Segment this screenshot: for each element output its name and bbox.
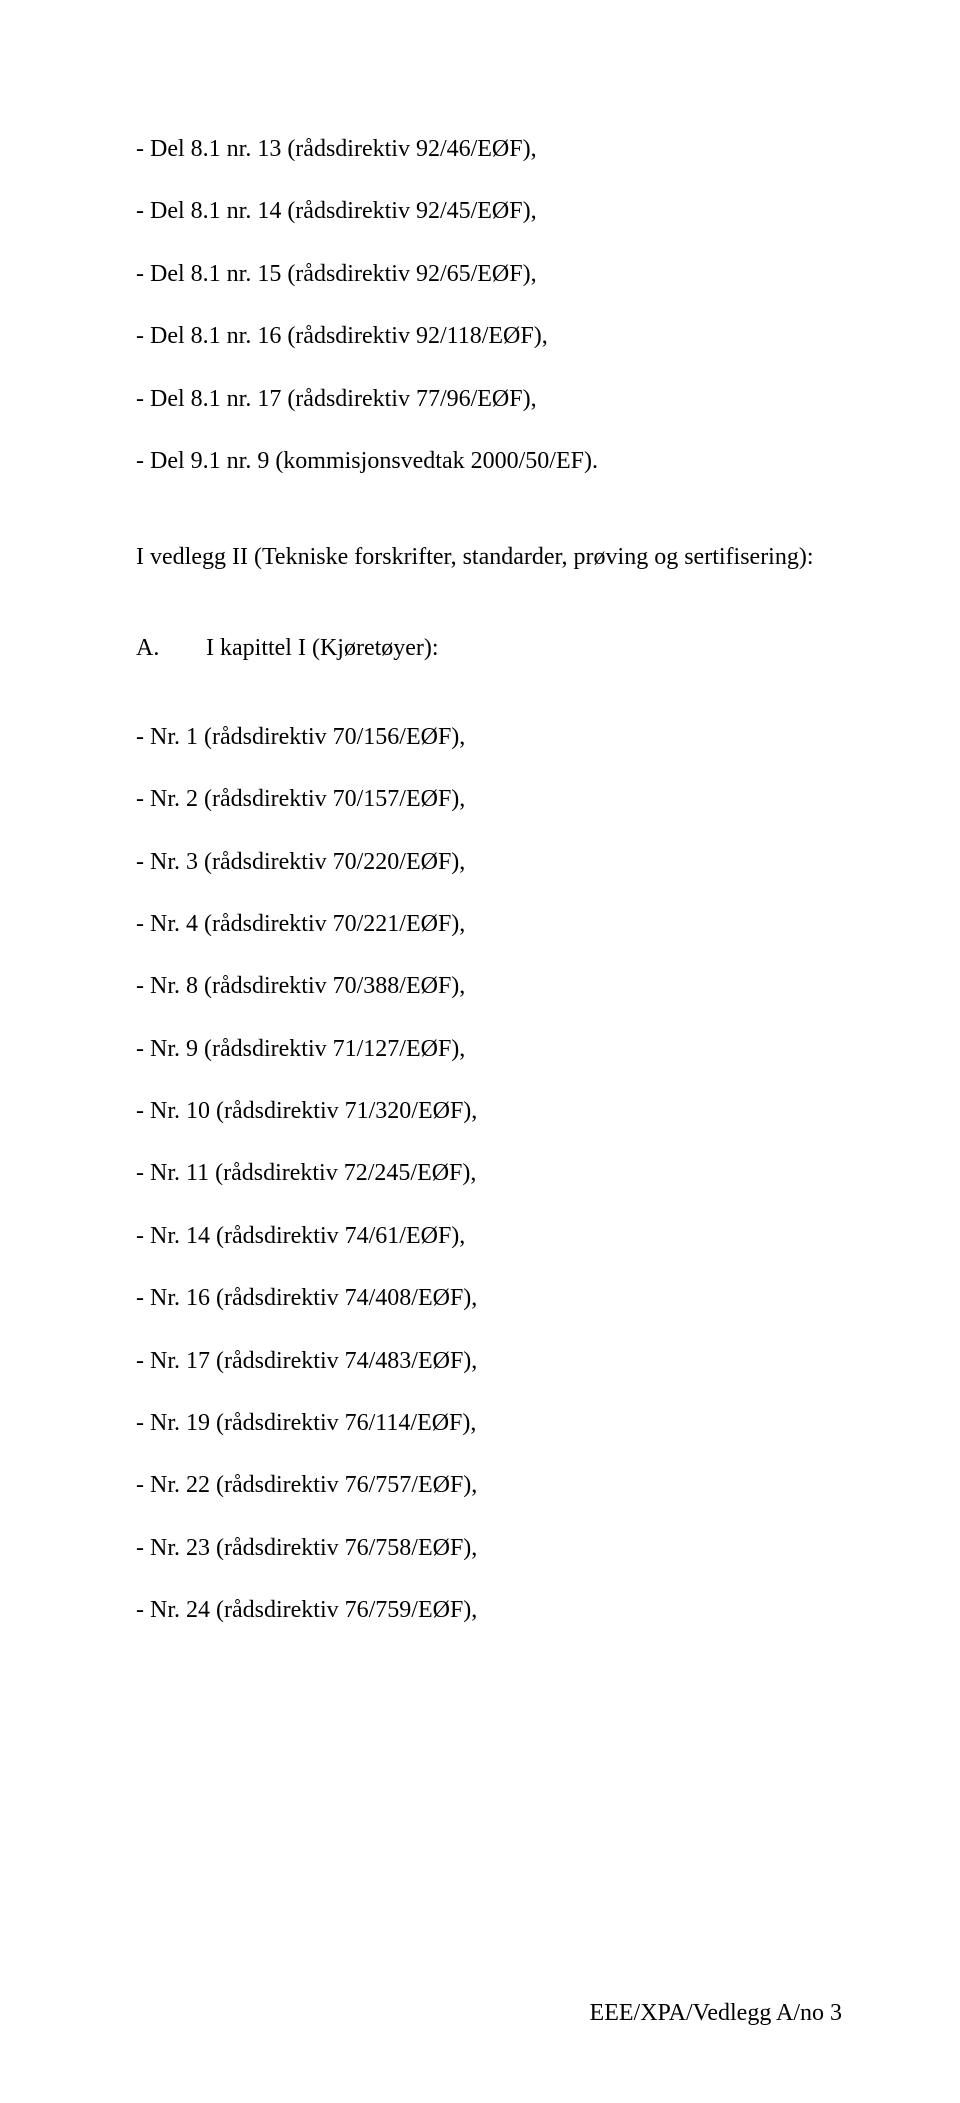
list-item: - Del 8.1 nr. 17 (rådsdirektiv 77/96/EØF… [136, 380, 842, 418]
page-footer: EEE/XPA/Vedlegg A/no 3 [590, 2000, 842, 2027]
list-item: - Nr. 14 (rådsdirektiv 74/61/EØF), [136, 1217, 842, 1255]
list-item: - Nr. 2 (rådsdirektiv 70/157/EØF), [136, 780, 842, 818]
list-item: - Nr. 4 (rådsdirektiv 70/221/EØF), [136, 905, 842, 943]
section-heading: A. I kapittel I (Kjøretøyer): [136, 635, 842, 662]
list-item: - Nr. 1 (rådsdirektiv 70/156/EØF), [136, 718, 842, 756]
intro-text: I vedlegg II (Tekniske forskrifter, stan… [136, 538, 842, 576]
list-item: - Nr. 9 (rådsdirektiv 71/127/EØF), [136, 1030, 842, 1068]
list-item: - Nr. 22 (rådsdirektiv 76/757/EØF), [136, 1466, 842, 1504]
list-item: - Nr. 19 (rådsdirektiv 76/114/EØF), [136, 1404, 842, 1442]
list-item: - Del 8.1 nr. 16 (rådsdirektiv 92/118/EØ… [136, 317, 842, 355]
list-item: - Nr. 17 (rådsdirektiv 74/483/EØF), [136, 1342, 842, 1380]
list-item: - Del 8.1 nr. 15 (rådsdirektiv 92/65/EØF… [136, 255, 842, 293]
section-title: I kapittel I (Kjøretøyer): [206, 635, 439, 662]
list-block-2: - Nr. 1 (rådsdirektiv 70/156/EØF), - Nr.… [136, 718, 842, 1630]
section-letter: A. [136, 635, 206, 662]
list-item: - Del 8.1 nr. 14 (rådsdirektiv 92/45/EØF… [136, 192, 842, 230]
list-item: - Del 8.1 nr. 13 (rådsdirektiv 92/46/EØF… [136, 130, 842, 168]
list-block-1: - Del 8.1 nr. 13 (rådsdirektiv 92/46/EØF… [136, 130, 842, 480]
list-item: - Nr. 3 (rådsdirektiv 70/220/EØF), [136, 843, 842, 881]
list-item: - Nr. 11 (rådsdirektiv 72/245/EØF), [136, 1154, 842, 1192]
list-item: - Nr. 8 (rådsdirektiv 70/388/EØF), [136, 967, 842, 1005]
list-item: - Nr. 24 (rådsdirektiv 76/759/EØF), [136, 1591, 842, 1629]
list-item: - Del 9.1 nr. 9 (kommisjonsvedtak 2000/5… [136, 442, 842, 480]
list-item: - Nr. 23 (rådsdirektiv 76/758/EØF), [136, 1529, 842, 1567]
list-item: - Nr. 16 (rådsdirektiv 74/408/EØF), [136, 1279, 842, 1317]
list-item: - Nr. 10 (rådsdirektiv 71/320/EØF), [136, 1092, 842, 1130]
